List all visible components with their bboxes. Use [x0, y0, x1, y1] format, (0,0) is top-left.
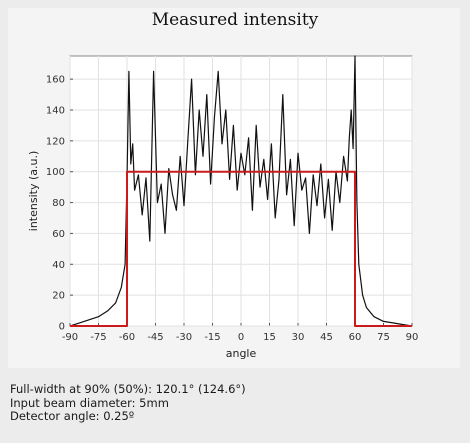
tick-labels: -90 -75 -60 -45 -30 -15 0 15 30 45 60 75 90 0 20 40 60 80…: [46, 75, 418, 343]
x-tick-label: 75: [377, 332, 390, 343]
y-axis-label: intensity (a.u.): [27, 151, 40, 231]
x-tick-label: -15: [204, 332, 220, 343]
x-tick-label: 45: [320, 332, 333, 343]
x-tick-label: 0: [238, 332, 244, 343]
chart-title: Measured intensity: [151, 10, 319, 30]
x-tick-label: 30: [292, 332, 305, 343]
measured-intensity-line: [69, 55, 413, 327]
x-tick-label: 60: [349, 332, 362, 343]
y-tick-label: 20: [52, 291, 65, 302]
y-tick-label: 160: [46, 75, 65, 86]
x-tick-label: -75: [90, 332, 106, 343]
x-tick-label: -45: [147, 332, 163, 343]
detector-angle-text: Detector angle: 0.25º: [10, 409, 135, 423]
info-panel: Full-width at 90% (50%): 120.1° (124.6°)…: [10, 382, 246, 424]
x-axis-label: angle: [226, 347, 257, 360]
reference-tophat-line: [70, 170, 412, 327]
y-tick-label: 80: [52, 198, 65, 209]
y-tick-label: 120: [46, 136, 65, 147]
series-layer: [69, 55, 413, 327]
x-tick-label: -60: [119, 332, 135, 343]
fwhm-text: Full-width at 90% (50%): 120.1° (124.6°): [10, 382, 246, 396]
y-tick-label: 60: [52, 229, 65, 240]
x-tick-label: 15: [263, 332, 276, 343]
chart-plot: -90 -75 -60 -45 -30 -15 0 15 30 45 60 75 90 0 20 40 60 80…: [27, 55, 418, 360]
x-tick-label: -90: [62, 332, 78, 343]
y-tick-label: 100: [46, 167, 65, 178]
beam-diameter-text: Input beam diameter: 5mm: [10, 395, 169, 410]
y-tick-label: 0: [59, 322, 65, 333]
x-tick-label: -30: [176, 332, 192, 343]
y-tick-label: 140: [46, 106, 65, 117]
x-tick-label: 90: [406, 332, 419, 343]
y-tick-label: 40: [52, 260, 65, 271]
